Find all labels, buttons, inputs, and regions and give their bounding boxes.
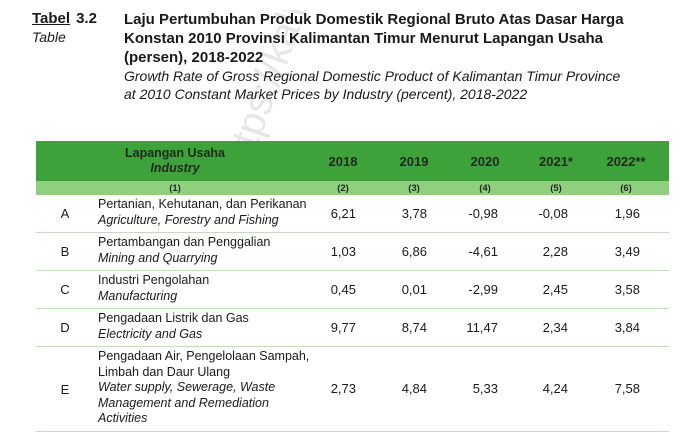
table-row: A Pertanian, Kehutanan, dan Perikanan Agri… xyxy=(36,195,669,233)
value-cell: -0,98 xyxy=(468,205,498,221)
column-number: (3) xyxy=(408,182,420,194)
value-cell: 4,84 xyxy=(401,381,427,396)
caption-label: Tabel 3.2 Table xyxy=(32,10,122,45)
value-cell: 5,33 xyxy=(472,381,498,396)
label-tabel: Tabel xyxy=(32,10,71,27)
table-row: C Industri Pengolahan Manufacturing 0,45 0,0… xyxy=(36,271,669,309)
industry-name-en: Water supply, Sewerage, Waste xyxy=(98,380,276,394)
data-table: Lapangan Usaha Industry 2018 2019 2020 2021… xyxy=(36,141,669,432)
column-number: (1) xyxy=(169,182,181,194)
value-cell: 2,34 xyxy=(542,319,568,335)
value-cell: -4,61 xyxy=(468,243,498,259)
industry-name-id: Pertambangan dan Penggalian xyxy=(98,235,271,249)
table-row: E Pengadaan Air, Pengelolaan Sampah, Limba… xyxy=(36,347,669,432)
value-cell: 0,45 xyxy=(330,281,356,297)
year-header: 2021* xyxy=(539,153,573,169)
value-cell: -0,08 xyxy=(538,205,568,221)
industry-code: D xyxy=(60,320,70,335)
industry-header: Lapangan Usaha Industry xyxy=(90,141,260,181)
value-cell: 2,73 xyxy=(330,381,356,396)
label-table: Table xyxy=(32,29,66,45)
industry-header-id: Lapangan Usaha xyxy=(124,146,226,160)
industry-name-id: Pengadaan Listrik dan Gas xyxy=(98,311,249,325)
value-cell: 0,01 xyxy=(401,281,427,297)
value-cell: 6,86 xyxy=(401,243,427,259)
value-cell: 2,28 xyxy=(542,243,568,259)
year-header: 2020 xyxy=(470,153,500,169)
column-number: (2) xyxy=(337,182,349,194)
industry-name: Pengadaan Listrik dan Gas Electricity and… xyxy=(98,311,348,342)
industry-name-en: Electricity and Gas xyxy=(98,326,203,341)
title-id-line: (persen), 2018-2022 xyxy=(124,49,264,66)
caption-title: Laju Pertumbuhan Produk Domestik Regiona… xyxy=(124,10,669,103)
title-id-line: Konstan 2010 Provinsi Kalimantan Timur M… xyxy=(124,30,603,47)
industry-code: B xyxy=(60,244,70,259)
year-header: 2018 xyxy=(328,153,358,169)
industry-name: Pengadaan Air, Pengelolaan Sampah, Limbah… xyxy=(98,349,348,427)
title-indonesian: Laju Pertumbuhan Produk Domestik Regiona… xyxy=(124,10,669,67)
industry-name-id: Industri Pengolahan xyxy=(98,273,210,287)
industry-name-id: Pertanian, Kehutanan, dan Perikanan xyxy=(98,197,307,211)
column-number: (6) xyxy=(620,182,632,194)
value-cell: -2,99 xyxy=(468,281,498,297)
title-en-line: at 2010 Constant Market Prices by Indust… xyxy=(124,86,528,102)
industry-name: Pertanian, Kehutanan, dan Perikanan Agric… xyxy=(98,197,348,228)
column-number: (5) xyxy=(550,182,562,194)
value-cell: 6,21 xyxy=(330,205,356,221)
value-cell: 3,49 xyxy=(614,243,640,259)
value-cell: 2,45 xyxy=(542,281,568,297)
industry-header-en: Industry xyxy=(150,161,200,175)
table-row: D Pengadaan Listrik dan Gas Electricity an… xyxy=(36,309,669,347)
industry-name-en: Manufacturing xyxy=(98,288,178,303)
value-cell: 1,03 xyxy=(330,243,356,259)
industry-name-en: Agriculture, Forestry and Fishing xyxy=(98,212,279,227)
title-id-line: Laju Pertumbuhan Produk Domestik Regiona… xyxy=(124,11,624,28)
table-number: 3.2 xyxy=(76,10,97,27)
table-body: A Pertanian, Kehutanan, dan Perikanan Agri… xyxy=(36,195,669,432)
value-cell: 8,74 xyxy=(401,319,427,335)
value-cell: 7,58 xyxy=(614,381,640,396)
value-cell: 1,96 xyxy=(614,205,640,221)
column-number-row: (1) (2) (3) (4) (5) (6) xyxy=(36,181,669,195)
table-row: B Pertambangan dan Penggalian Mining and Q… xyxy=(36,233,669,271)
value-cell: 9,77 xyxy=(330,319,356,335)
title-en-line: Growth Rate of Gross Regional Domestic P… xyxy=(124,68,621,84)
industry-name-en: Management and Remediation xyxy=(98,395,269,410)
column-number: (4) xyxy=(479,182,491,194)
value-cell: 3,78 xyxy=(401,205,427,221)
value-cell: 3,84 xyxy=(614,319,640,335)
industry-code: A xyxy=(60,206,70,221)
year-header: 2022** xyxy=(606,153,646,169)
industry-name-id: Limbah dan Daur Ulang xyxy=(98,364,231,379)
industry-name-id: Pengadaan Air, Pengelolaan Sampah, xyxy=(98,349,310,363)
industry-name-en: Activities xyxy=(98,411,148,425)
value-cell: 4,24 xyxy=(542,381,568,396)
industry-name: Pertambangan dan Penggalian Mining and Qu… xyxy=(98,235,348,266)
value-cell: 11,47 xyxy=(466,319,498,335)
industry-code: E xyxy=(60,381,70,397)
title-english: Growth Rate of Gross Regional Domestic P… xyxy=(124,67,669,103)
table-header-row: Lapangan Usaha Industry 2018 2019 2020 2021… xyxy=(36,141,669,181)
industry-name: Industri Pengolahan Manufacturing xyxy=(98,273,348,304)
year-header: 2019 xyxy=(399,153,429,169)
industry-code: C xyxy=(60,282,70,297)
industry-name-en: Mining and Quarrying xyxy=(98,250,218,265)
value-cell: 3,58 xyxy=(614,281,640,297)
